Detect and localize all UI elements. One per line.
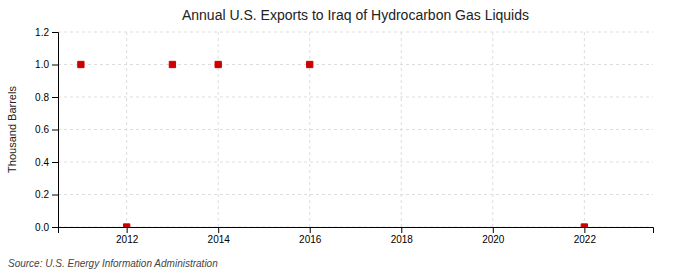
- grid: [58, 32, 653, 227]
- x-tick-mark: [584, 227, 585, 233]
- y-tick-mark: [52, 65, 58, 66]
- y-tick: 1.0: [35, 59, 58, 70]
- y-tick-mark: [52, 162, 58, 163]
- chart: 2012 2014 2016 2018 2020 2022 0.0 0.2 0.4 0.6 0.8 1…: [0, 0, 675, 275]
- point: [78, 61, 84, 67]
- x-tick: 2016: [299, 227, 322, 245]
- y-tick-mark: [52, 97, 58, 98]
- x-tick-mark: [401, 227, 402, 233]
- y-tick-label: 0.8: [35, 92, 49, 103]
- y-axis-title: Thousand Barrels: [6, 86, 18, 173]
- y-tick-label: 1.0: [35, 59, 49, 70]
- y-tick-label: 1.2: [35, 27, 49, 38]
- y-tick-mark: [52, 227, 58, 228]
- y-tick-mark: [52, 130, 58, 131]
- x-tick-label: 2018: [391, 234, 414, 245]
- point: [581, 224, 587, 227]
- x-axis: 2012 2014 2016 2018 2020 2022: [59, 227, 654, 245]
- point: [169, 61, 175, 67]
- x-tick-label: 2016: [299, 234, 322, 245]
- x-tick-label: 2020: [482, 234, 505, 245]
- x-tick-label: 2012: [116, 234, 139, 245]
- grid-line-y: [58, 32, 653, 33]
- y-tick: 0.8: [35, 92, 58, 103]
- y-tick-label: 0.0: [35, 222, 49, 233]
- x-tick-label: 2014: [208, 234, 231, 245]
- grid-line-x: [492, 32, 493, 227]
- y-tick-label: 0.2: [35, 189, 49, 200]
- y-tick: 0.0: [35, 222, 58, 233]
- source-note: Source: U.S. Energy Information Administ…: [8, 258, 218, 269]
- point: [123, 224, 129, 227]
- y-tick-mark: [52, 32, 58, 33]
- y-tick-mark: [52, 195, 58, 196]
- y-tick: 0.4: [35, 157, 58, 168]
- point: [307, 61, 313, 67]
- grid-line-y: [58, 97, 653, 98]
- x-tick: 2012: [116, 227, 139, 245]
- x-tick: 2018: [391, 227, 414, 245]
- plot: 2012 2014 2016 2018 2020 2022 0.0 0.2 0.4 0.6 0.8 1…: [35, 27, 653, 245]
- grid-line-y: [58, 194, 653, 195]
- grid-line-y: [58, 64, 653, 65]
- y-tick: 1.2: [35, 27, 58, 38]
- grid-line-x: [126, 32, 127, 227]
- y-axis: 0.0 0.2 0.4 0.6 0.8 1.0 1.2: [35, 27, 58, 233]
- x-tick: 2020: [482, 227, 505, 245]
- x-tick-mark: [310, 227, 311, 233]
- points: [78, 61, 588, 227]
- y-tick-label: 0.6: [35, 124, 49, 135]
- y-tick-label: 0.4: [35, 157, 49, 168]
- x-tick: 2014: [208, 227, 231, 245]
- y-tick: 0.2: [35, 189, 58, 200]
- grid-line-y: [58, 162, 653, 163]
- x-tick-mark: [493, 227, 494, 233]
- grid-line-x: [401, 32, 402, 227]
- point: [215, 61, 221, 67]
- x-axis-line: [59, 228, 654, 234]
- grid-line-x: [584, 32, 585, 227]
- y-tick: 0.6: [35, 124, 58, 135]
- x-tick: 2022: [574, 227, 597, 245]
- title: Annual U.S. Exports to Iraq of Hydrocarb…: [182, 7, 529, 23]
- grid-line-y: [58, 129, 653, 130]
- x-tick-mark: [218, 227, 219, 233]
- x-tick-label: 2022: [574, 234, 597, 245]
- x-tick-mark: [127, 227, 128, 233]
- y-axis-line: [52, 33, 59, 228]
